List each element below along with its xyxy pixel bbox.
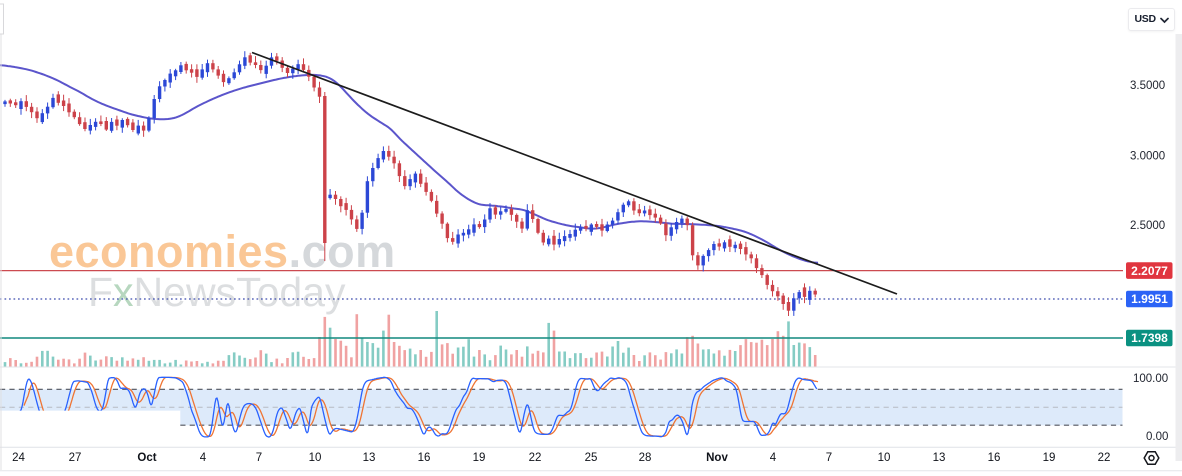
svg-text:economies.com: economies.com <box>49 226 396 277</box>
svg-text:2.2077: 2.2077 <box>1131 264 1168 278</box>
svg-text:24: 24 <box>12 452 25 464</box>
svg-text:1.7398: 1.7398 <box>1131 331 1168 345</box>
svg-text:4: 4 <box>770 452 777 464</box>
svg-text:FxNewsToday: FxNewsToday <box>88 269 346 315</box>
svg-text:28: 28 <box>639 452 652 464</box>
svg-text:19: 19 <box>473 452 486 464</box>
svg-text:22: 22 <box>1098 452 1111 464</box>
svg-text:10: 10 <box>309 452 322 464</box>
svg-text:0.00: 0.00 <box>1146 431 1168 443</box>
svg-text:10: 10 <box>878 452 891 464</box>
svg-text:Nov: Nov <box>706 452 728 464</box>
svg-text:13: 13 <box>933 452 946 464</box>
svg-text:3.0000: 3.0000 <box>1130 151 1165 163</box>
svg-text:7: 7 <box>256 452 262 464</box>
svg-text:27: 27 <box>69 452 82 464</box>
svg-text:3.5000: 3.5000 <box>1130 80 1165 92</box>
svg-text:Oct: Oct <box>137 452 156 464</box>
svg-text:25: 25 <box>585 452 598 464</box>
svg-text:2.5000: 2.5000 <box>1130 220 1165 232</box>
svg-text:19: 19 <box>1043 452 1056 464</box>
svg-text:4: 4 <box>200 452 207 464</box>
svg-text:100.00: 100.00 <box>1133 373 1168 385</box>
svg-text:7: 7 <box>826 452 832 464</box>
svg-text:13: 13 <box>363 452 376 464</box>
svg-text:16: 16 <box>418 452 431 464</box>
svg-text:1.9951: 1.9951 <box>1131 292 1168 306</box>
svg-text:16: 16 <box>988 452 1001 464</box>
svg-text:22: 22 <box>529 452 542 464</box>
